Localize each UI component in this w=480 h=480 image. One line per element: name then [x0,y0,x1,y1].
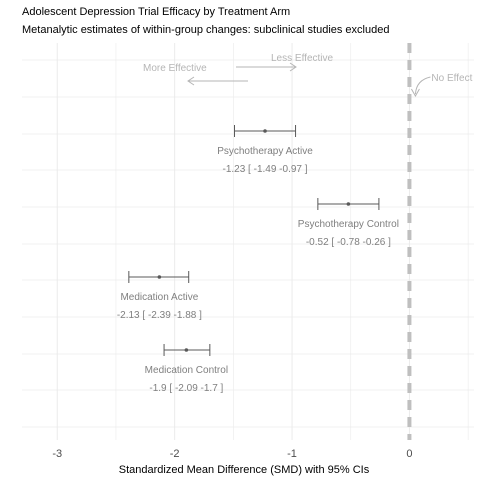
x-tick-label: -1 [287,448,297,460]
estimate-point [263,129,267,133]
no-effect-arrow [414,76,431,95]
x-tick-label: 0 [406,448,412,460]
ci-label: -1.23 [ -1.49 -0.97 ] [222,164,307,175]
less-effective-arrowhead [289,62,297,72]
more-effective-label: More Effective [143,63,207,74]
chart-subtitle: Metanalytic estimates of within-group ch… [22,24,390,36]
x-tick-label: -2 [170,448,180,460]
x-axis-title: Standardized Mean Difference (SMD) with … [119,464,370,476]
less-effective-label: Less Effective [271,53,334,64]
arm-label: Psychotherapy Active [217,146,313,157]
estimate-point [184,348,189,352]
no-effect-arrowhead [410,88,420,98]
chart-title: Adolescent Depression Trial Efficacy by … [22,6,291,18]
ci-label: -0.52 [ -0.78 -0.26 ] [306,237,391,248]
more-effective-arrowhead [187,76,195,86]
arm-label: Medication Active [120,292,198,303]
ci-label: -1.9 [ -2.09 -1.7 ] [149,383,223,394]
estimate-point [346,202,351,206]
estimate-point [157,275,162,279]
no-effect-label: No Effect [431,73,472,84]
arm-label: Psychotherapy Control [298,219,399,230]
x-tick-label: -3 [52,448,62,460]
ci-label: -2.13 [ -2.39 -1.88 ] [117,310,202,321]
arm-label: Medication Control [145,365,228,376]
